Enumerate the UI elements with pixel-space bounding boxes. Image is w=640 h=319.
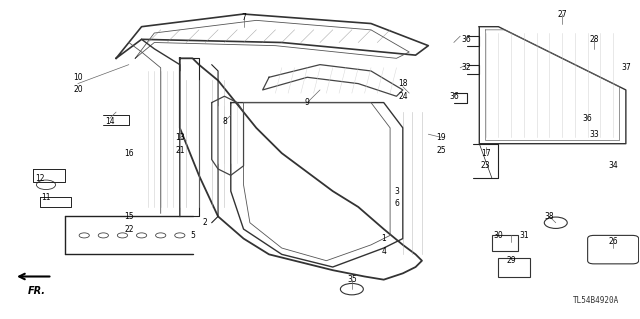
Text: 34: 34 <box>608 161 618 170</box>
Text: 26: 26 <box>608 237 618 246</box>
Text: 31: 31 <box>519 231 529 240</box>
Text: 37: 37 <box>621 63 631 72</box>
Text: 21: 21 <box>175 145 184 154</box>
Text: 10: 10 <box>73 73 83 82</box>
Bar <box>492 235 518 251</box>
Text: 25: 25 <box>436 145 446 154</box>
Text: 14: 14 <box>105 117 115 126</box>
Text: 28: 28 <box>589 35 599 44</box>
Text: 9: 9 <box>305 98 310 107</box>
Text: 23: 23 <box>481 161 490 170</box>
Text: 35: 35 <box>347 275 356 284</box>
Text: 27: 27 <box>557 10 567 19</box>
Text: 20: 20 <box>73 85 83 94</box>
Text: TL54B4920A: TL54B4920A <box>573 296 620 305</box>
Text: 4: 4 <box>381 247 386 256</box>
Text: 18: 18 <box>398 79 408 88</box>
Text: 36: 36 <box>583 114 593 123</box>
Text: 38: 38 <box>545 212 554 221</box>
Text: 6: 6 <box>394 199 399 208</box>
Text: 1: 1 <box>381 234 386 243</box>
Text: 8: 8 <box>222 117 227 126</box>
Text: 16: 16 <box>124 149 134 158</box>
Text: 24: 24 <box>398 92 408 101</box>
Text: 3: 3 <box>394 187 399 196</box>
Text: 19: 19 <box>436 133 446 142</box>
Text: 5: 5 <box>190 231 195 240</box>
Text: 2: 2 <box>203 218 207 227</box>
Text: 12: 12 <box>35 174 44 183</box>
Text: 13: 13 <box>175 133 184 142</box>
Text: FR.: FR. <box>28 286 45 296</box>
Text: 11: 11 <box>41 193 51 202</box>
Text: 36: 36 <box>461 35 472 44</box>
Text: 30: 30 <box>493 231 503 240</box>
Text: 29: 29 <box>506 256 516 265</box>
Text: 17: 17 <box>481 149 490 158</box>
Text: 15: 15 <box>124 212 134 221</box>
Text: 36: 36 <box>449 92 459 101</box>
Bar <box>499 257 531 277</box>
Text: 33: 33 <box>589 130 599 139</box>
Text: 32: 32 <box>461 63 472 72</box>
Text: 7: 7 <box>241 13 246 22</box>
Text: 22: 22 <box>124 225 134 234</box>
